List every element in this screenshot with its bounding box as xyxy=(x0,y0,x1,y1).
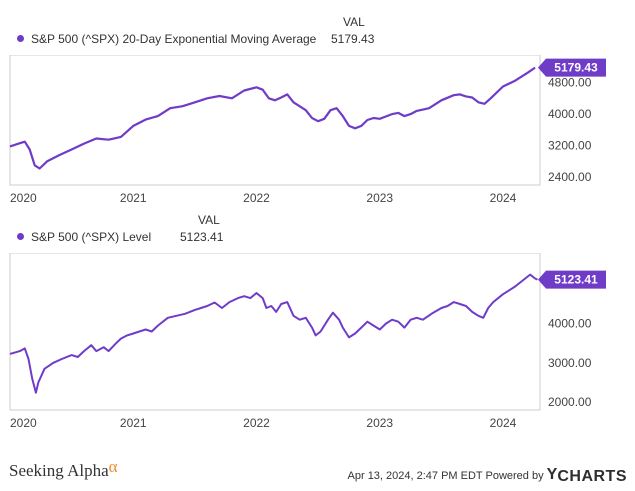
y-tick-label: 2400.00 xyxy=(548,170,592,184)
legend-marker-ema xyxy=(17,35,24,42)
alpha-symbol: α xyxy=(108,457,118,476)
chart-ema: 4800.00 4000.00 3200.00 2400.00 2020 2021 202… xyxy=(9,55,606,205)
end-value-tag-ema: 5179.43 xyxy=(538,58,606,77)
ycharts-logo-text: CHARTS xyxy=(557,468,627,485)
end-tag-shape xyxy=(538,270,606,289)
x-tick-label: 2023 xyxy=(366,416,393,430)
timestamp-text: Apr 13, 2024, 2:47 PM EDT Powered by xyxy=(347,470,544,482)
value-column-header-1: VAL xyxy=(343,15,365,29)
plot-frame-ema xyxy=(9,55,541,186)
series-line-ema xyxy=(9,66,536,170)
value-column-header-2: VAL xyxy=(198,213,220,227)
x-tick-label: 2022 xyxy=(243,416,270,430)
series-line-level xyxy=(9,273,538,394)
x-tick-label: 2020 xyxy=(10,416,37,430)
y-tick-label: 4000.00 xyxy=(548,317,592,331)
end-tag-value: 5123.41 xyxy=(554,273,598,287)
x-tick-label: 2022 xyxy=(243,191,270,205)
x-tick-label: 2021 xyxy=(120,416,147,430)
legend-value-level: 5123.41 xyxy=(180,230,224,244)
plot-frame-level xyxy=(9,253,541,411)
legend-label-level: S&P 500 (^SPX) Level xyxy=(31,230,152,244)
x-tick-label: 2024 xyxy=(490,416,517,430)
legend-value-ema: 5179.43 xyxy=(331,32,375,46)
end-tag-value: 5179.43 xyxy=(554,61,598,75)
seeking-alpha-logo: Seeking Alphaα xyxy=(9,457,118,481)
end-tag-shape xyxy=(538,58,606,77)
ycharts-logo-y: Y xyxy=(546,466,558,483)
y-tick-label: 3000.00 xyxy=(548,356,592,370)
x-tick-label: 2020 xyxy=(10,191,37,205)
end-value-tag-level: 5123.41 xyxy=(538,270,606,289)
legend-label-ema: S&P 500 (^SPX) 20-Day Exponential Moving… xyxy=(31,32,317,46)
x-tick-label: 2024 xyxy=(490,191,517,205)
footer-attribution: Apr 13, 2024, 2:47 PM EDT Powered by YCH… xyxy=(348,466,627,486)
y-tick-label: 4000.00 xyxy=(548,107,592,121)
y-tick-label: 3200.00 xyxy=(548,139,592,153)
y-tick-label: 2000.00 xyxy=(548,395,592,409)
x-tick-label: 2021 xyxy=(120,191,147,205)
seeking-alpha-wordmark: Seeking Alpha xyxy=(9,461,109,480)
x-tick-label: 2023 xyxy=(366,191,393,205)
y-tick-label: 4800.00 xyxy=(548,76,592,90)
legend-marker-level xyxy=(17,233,24,240)
